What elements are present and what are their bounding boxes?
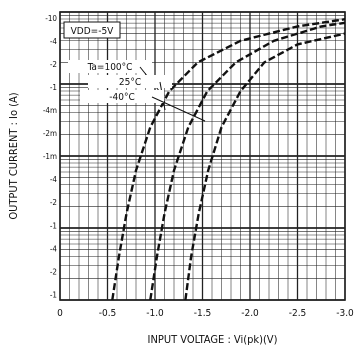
y-tick-label: -2 (50, 267, 57, 276)
x-tick-label: -1.5 (194, 308, 212, 319)
x-tick-label: 0 (57, 308, 63, 319)
x-tick-label: -2.5 (289, 308, 307, 319)
legend-label: Ta=100°C (87, 62, 133, 73)
y-tick-label: -4 (50, 37, 58, 46)
y-tick-label: -1m (43, 152, 57, 161)
series-line-1 (149, 21, 346, 301)
legend-label: -40°C (109, 92, 134, 103)
legend-label: 25°C (119, 77, 141, 88)
y-tick-label: -4m (43, 106, 57, 115)
legend-leader (151, 96, 206, 122)
y-tick-label: -10 (45, 14, 57, 23)
y-tick-label: -1 (50, 290, 57, 299)
series-line-2 (184, 32, 346, 301)
y-tick-label: -2 (50, 60, 57, 69)
y-tick-label: -4 (50, 244, 58, 253)
x-tick-label: -2.0 (241, 308, 259, 319)
y-tick-label: -1 (50, 221, 57, 230)
y-axis-label: OUTPUT CURRENT : Io (A) (7, 92, 20, 219)
legend-bg (80, 90, 164, 103)
x-tick-label: -3.0 (336, 308, 354, 319)
x-tick-label: -0.5 (99, 308, 117, 319)
y-tick-label: -2m (43, 129, 57, 138)
y-tick-label: -4 (50, 175, 58, 184)
x-tick-label: -1.0 (146, 308, 164, 319)
y-tick-label: -1 (50, 83, 57, 92)
series-line-0 (111, 18, 346, 301)
legend-bg (68, 60, 152, 73)
y-tick-label: -2 (50, 198, 57, 207)
legend-bg (88, 75, 172, 88)
x-axis-label: INPUT VOLTAGE : Vi(pk)(V) (148, 333, 278, 346)
condition-label: VDD=-5V (71, 26, 115, 37)
condition-box (63, 21, 121, 39)
